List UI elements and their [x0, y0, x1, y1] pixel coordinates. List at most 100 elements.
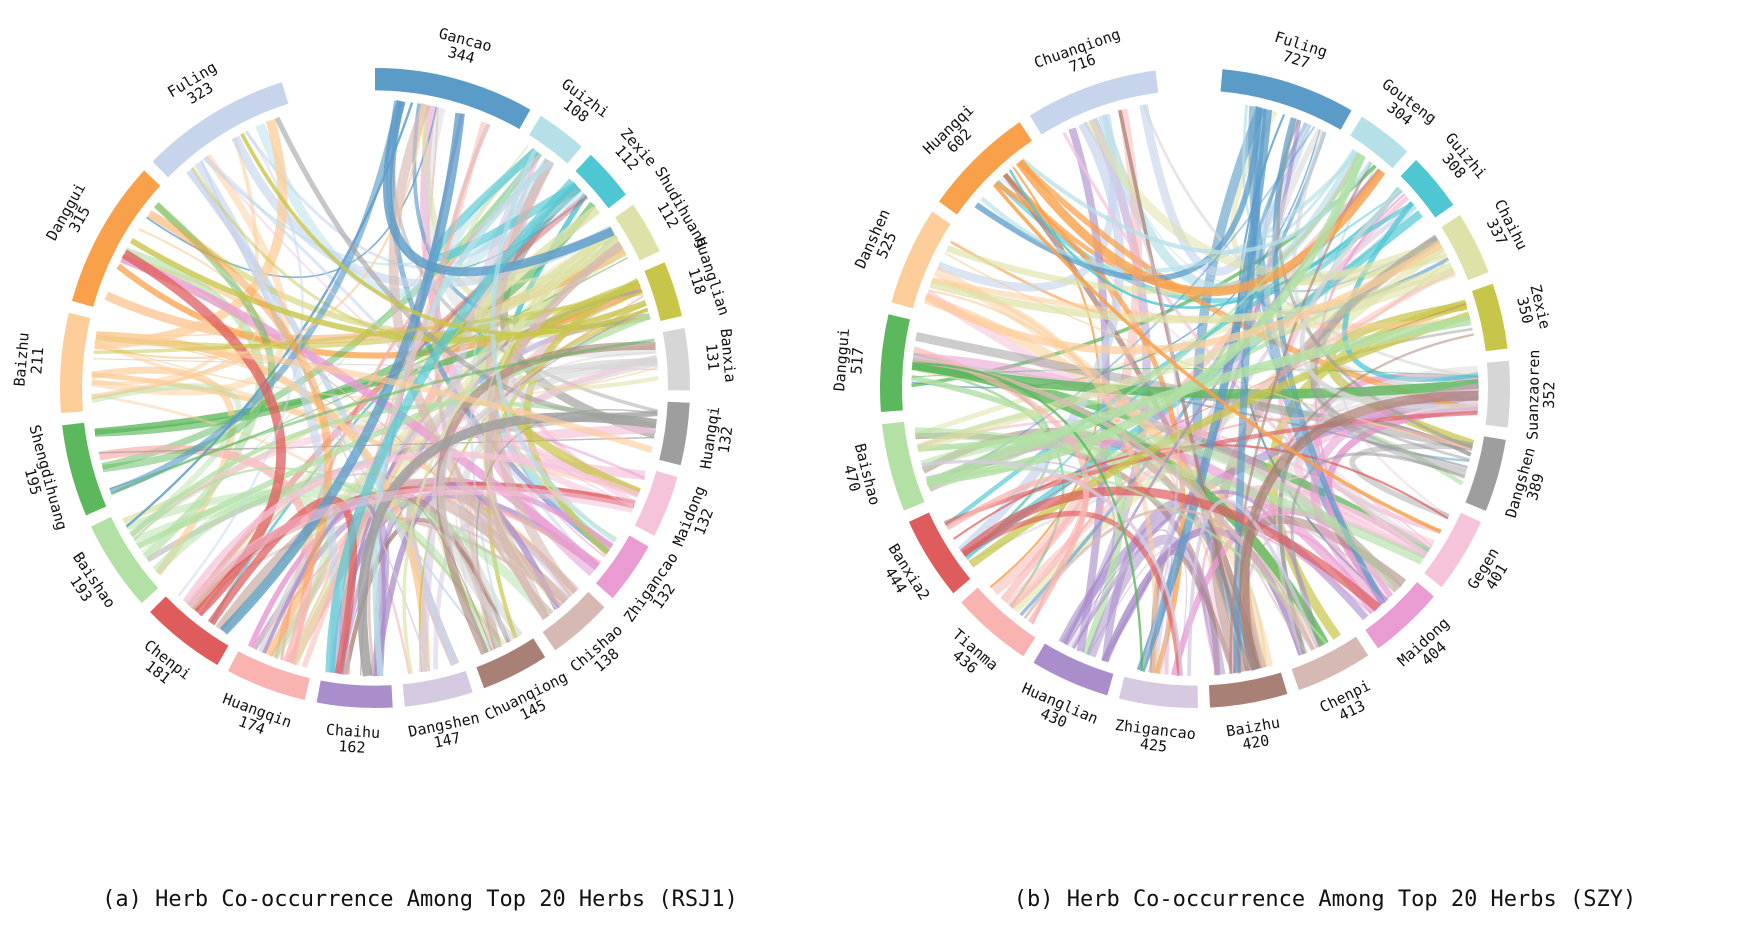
chord-link — [207, 495, 357, 675]
herb-count: 147 — [432, 729, 462, 752]
chord-link — [94, 104, 426, 360]
chord-link — [93, 291, 644, 355]
herb-label-guizhi: Guizhi108 — [549, 75, 613, 134]
herb-arc-zhigancao — [595, 535, 649, 599]
herb-count: 425 — [1139, 735, 1168, 756]
chord-link — [924, 289, 1435, 549]
chord-link — [944, 201, 1414, 528]
chord-link — [325, 178, 577, 673]
herb-arc-baizhu — [1208, 672, 1288, 708]
chord-diagram-szy: Fuling727Gouteng304Guizhi308Chaihu337Zex… — [830, 25, 1559, 756]
chord-link — [1239, 390, 1479, 671]
chord-link — [992, 183, 1442, 534]
herb-name: Suanzaoren — [1524, 349, 1544, 440]
chord-link — [925, 315, 1472, 489]
herb-arc-zexie — [1471, 283, 1508, 352]
herb-label-chuanqiong: Chuanqiong716 — [1032, 25, 1128, 87]
caption-rsj1: (a) Herb Co-occurrence Among Top 20 Herb… — [102, 887, 738, 912]
herb-count: 352 — [1540, 381, 1559, 408]
chord-link — [147, 210, 333, 657]
herb-arc-baizhu — [59, 312, 91, 414]
herb-arc-chenpi — [150, 596, 229, 666]
herb-count: 131 — [702, 343, 722, 372]
herb-arc-guizhi — [529, 115, 582, 164]
chord-link — [1118, 109, 1249, 672]
herb-arc-shengdihuang — [62, 422, 107, 516]
herb-label-suanzaoren: Suanzaoren352 — [1524, 349, 1559, 440]
herb-arc-chenpi — [1291, 636, 1369, 691]
chord-link — [133, 467, 501, 648]
herb-label-dangshen: Dangshen389 — [1502, 445, 1554, 524]
herb-arc-danggui — [879, 314, 910, 413]
chord-link — [109, 100, 403, 495]
herb-label-baizhu: Baizhu420 — [1225, 713, 1284, 756]
herb-label-fuling: Fuling727 — [1268, 28, 1330, 76]
herb-arc-shudihuang — [615, 204, 660, 261]
chord-link — [945, 473, 1089, 624]
chord-link — [980, 150, 1360, 273]
herb-arc-maidong — [1365, 581, 1434, 649]
chord-link — [1085, 118, 1447, 281]
herb-arc-danshen — [891, 211, 951, 309]
herb-label-fuling: Fuling323 — [164, 58, 228, 115]
herb-label-huangqi: Huangqi132 — [697, 405, 740, 472]
chord-link — [189, 229, 617, 612]
herb-label-chaihu: Chaihu337 — [1477, 196, 1532, 260]
herb-count: 162 — [338, 737, 366, 757]
herb-label-baishao: Baishao470 — [835, 441, 884, 511]
chord-link — [1069, 544, 1172, 675]
chord-link — [341, 308, 648, 675]
chord-link — [959, 486, 1381, 612]
chord-link — [1187, 498, 1320, 676]
herb-label-banxia: Banxia131 — [701, 328, 740, 385]
herb-label-maidong: Maidong132 — [669, 483, 724, 554]
herb-arc-banxia — [662, 327, 690, 391]
chord-link — [1290, 452, 1466, 648]
chord-link — [490, 149, 617, 543]
herb-arc-tianma — [961, 587, 1036, 657]
herb-arc-dangshen — [1465, 436, 1506, 511]
chord-link — [90, 153, 289, 396]
herb-label-danggui: Danggui517 — [830, 327, 869, 393]
herb-arc-baishao — [882, 421, 925, 511]
herb-name: Danggui — [830, 327, 853, 391]
chord-link — [920, 429, 1402, 593]
chord-link — [929, 156, 1366, 492]
chord-link — [912, 362, 1144, 671]
herb-arc-zhigancao — [1118, 676, 1198, 708]
chord-link — [929, 262, 1454, 324]
chord-link — [383, 100, 615, 277]
chord-link — [1015, 159, 1386, 297]
chord-link — [98, 436, 655, 454]
herb-label-danggui: Danggui315 — [43, 180, 103, 252]
herb-count: 517 — [847, 347, 867, 375]
herb-arc-gouteng — [1350, 116, 1408, 169]
herb-arc-guizhi — [1400, 160, 1454, 218]
herb-arc-chaihu — [316, 680, 393, 708]
herb-arc-huangqi — [659, 401, 690, 466]
herb-arc-gancao — [375, 68, 531, 130]
herb-arc-chuanqiong — [476, 638, 546, 689]
herb-count: 132 — [715, 425, 737, 454]
herb-arc-fuling — [1220, 69, 1352, 130]
chord-link — [220, 112, 465, 635]
chord-link — [966, 190, 1403, 561]
chord-link — [916, 268, 1457, 453]
herb-label-danshen: Danshen525 — [851, 206, 908, 278]
herb-arc-huanglian — [1033, 643, 1114, 696]
herb-arc-gegen — [1424, 512, 1481, 588]
herb-label-tianma: Tianma436 — [939, 625, 1002, 686]
chord-link — [91, 228, 259, 400]
herb-name: Baizhu — [10, 332, 32, 387]
herb-label-gegen: Gegen401 — [1464, 544, 1516, 600]
chord-link — [1008, 169, 1403, 309]
herb-arc-dangshen — [402, 670, 473, 707]
herb-arc-suanzaoren — [1485, 360, 1510, 428]
chord-link — [1236, 333, 1474, 673]
herb-label-shengdihuang: Shengdihuang195 — [10, 423, 71, 536]
chord-link — [1023, 507, 1316, 651]
chord-link — [1233, 108, 1267, 673]
herb-arc-zexie — [575, 154, 627, 209]
caption-szy: (b) Herb Co-occurrence Among Top 20 Herb… — [1014, 887, 1637, 912]
